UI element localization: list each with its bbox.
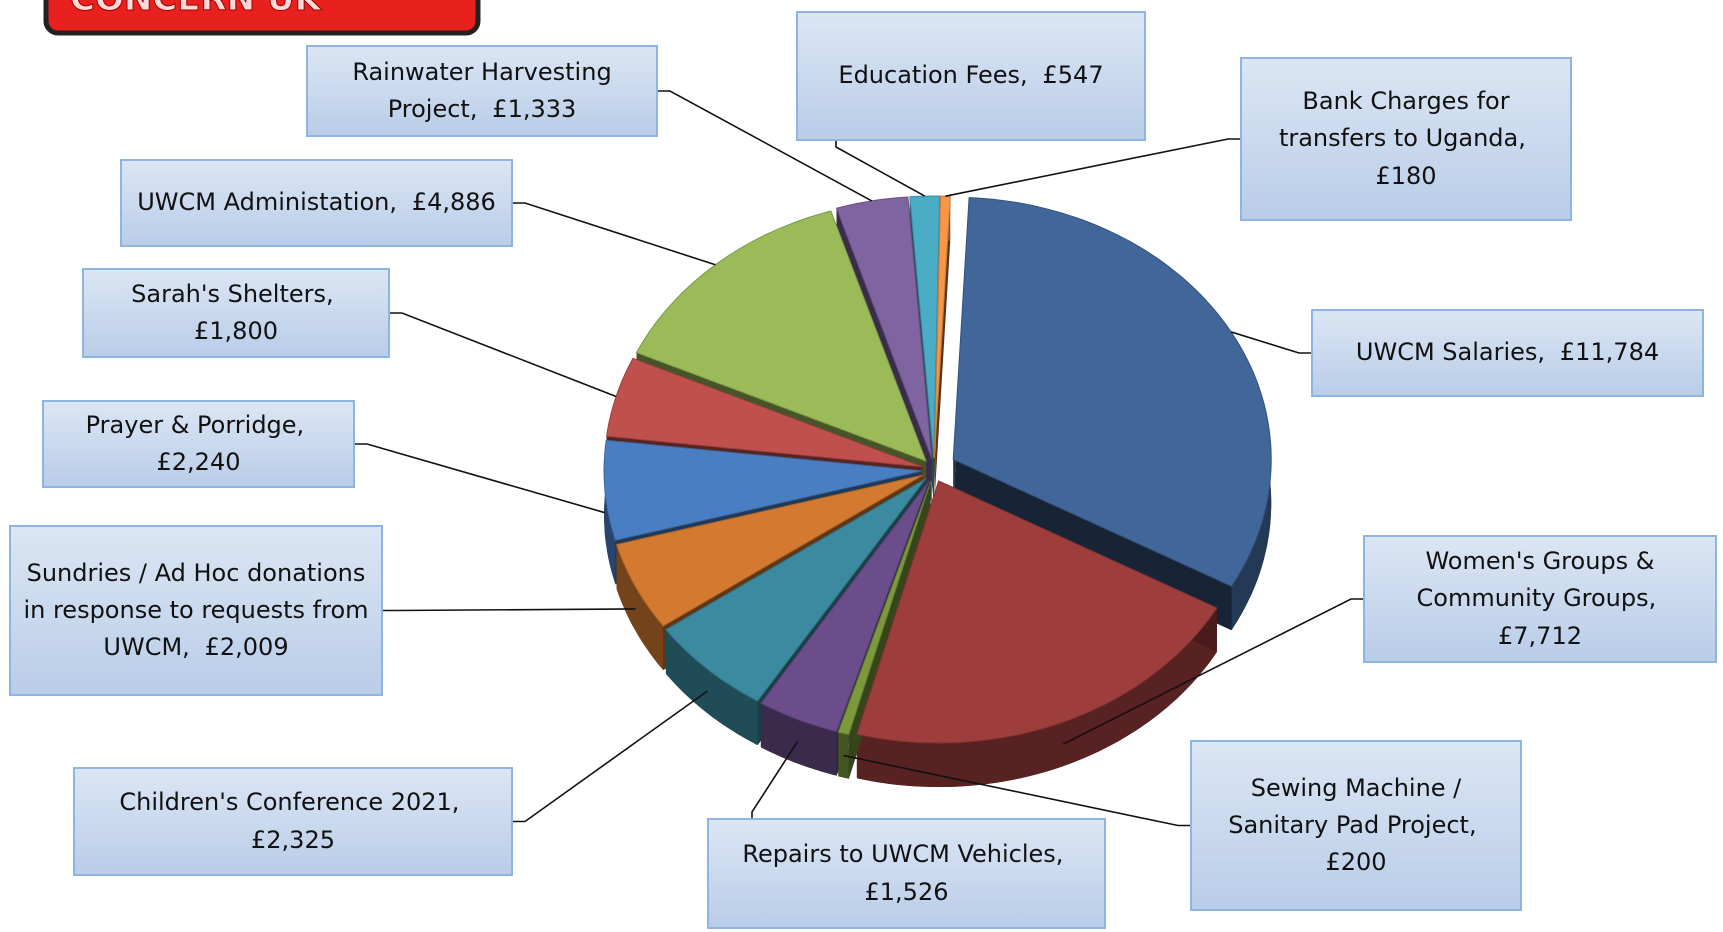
value-label: £1,800 (194, 317, 278, 345)
label-box: Sewing Machine / Sanitary Pad Project, £… (1190, 740, 1522, 911)
category-label: Education Fees, (838, 61, 1028, 90)
slice (856, 480, 1218, 744)
label-text: Women's Groups & Community Groups, £7,71… (1375, 543, 1705, 655)
leader-line (355, 443, 606, 514)
label-text: Sarah's Shelters, £1,800 (94, 276, 378, 350)
label-text: Repairs to UWCM Vehicles, £1,526 (719, 836, 1094, 910)
label-box: UWCM Salaries, £11,784 (1311, 309, 1704, 397)
category-label: Prayer & Porridge, (85, 410, 305, 439)
label-text: Sundries / Ad Hoc donations in response … (21, 555, 371, 667)
label-text: UWCM Administation, £4,886 (137, 184, 496, 221)
label-text: Children's Conference 2021, £2,325 (85, 784, 501, 858)
leader-line (513, 202, 716, 266)
logo-text: CONCERN UK (70, 0, 323, 19)
value-label: £7,712 (1498, 621, 1582, 650)
leader-line (658, 90, 873, 202)
label-text: UWCM Salaries, £11,784 (1356, 334, 1659, 371)
label-text: Rainwater Harvesting Project, £1,333 (318, 54, 646, 128)
value-label: £2,325 (251, 825, 335, 854)
label-box: Children's Conference 2021, £2,325 (73, 767, 513, 876)
slice (909, 195, 941, 459)
logo-box (43, 0, 481, 36)
label-text: Sewing Machine / Sanitary Pad Project, £… (1202, 770, 1510, 882)
slice-wall (856, 607, 1217, 787)
label-box: Repairs to UWCM Vehicles, £1,526 (707, 818, 1106, 929)
slice-wall (604, 440, 616, 585)
category-label: Bank Charges for transfers to Uganda, (1278, 87, 1526, 153)
slice (952, 197, 1272, 587)
value-label: £1,526 (864, 877, 949, 906)
leader-line (945, 138, 1240, 197)
category-label: UWCM Administation, (137, 188, 397, 217)
label-text: Bank Charges for transfers to Uganda, £1… (1252, 83, 1560, 195)
value-label: £180 (1375, 161, 1437, 190)
value-label: £2,009 (204, 633, 289, 662)
label-box: Sarah's Shelters, £1,800 (82, 268, 390, 358)
slice (837, 481, 932, 736)
slice (606, 357, 923, 468)
leader-line (751, 741, 799, 818)
label-box: Education Fees, £547 (796, 11, 1146, 141)
leader-line (513, 690, 708, 823)
value-label: £1,333 (492, 95, 577, 123)
category-label: Sundries / Ad Hoc donations in response … (23, 558, 369, 662)
label-box: Bank Charges for transfers to Uganda, £1… (1240, 57, 1572, 221)
category-label: UWCM Salaries, (1355, 338, 1546, 367)
leader-line (390, 312, 617, 398)
slice-wall (760, 703, 837, 776)
category-label: Rainwater Harvesting Project, (352, 57, 612, 123)
slice (603, 439, 923, 541)
label-box: Prayer & Porridge, £2,240 (42, 400, 355, 488)
leader-line (1062, 598, 1363, 745)
category-label: Sewing Machine / Sanitary Pad Project, (1228, 773, 1477, 839)
value-label: £11,784 (1559, 338, 1660, 367)
leader-line (843, 754, 1190, 827)
leader-line (1230, 331, 1311, 354)
label-text: Education Fees, £547 (838, 57, 1103, 94)
slice-wall (838, 732, 849, 779)
category-label: Women's Groups & Community Groups, (1416, 547, 1657, 613)
leader-line (835, 141, 926, 197)
category-label: Children's Conference 2021, (119, 788, 460, 817)
label-box: Rainwater Harvesting Project, £1,333 (306, 45, 658, 137)
slice-bottom (934, 240, 951, 502)
label-box: UWCM Administation, £4,886 (120, 159, 513, 247)
value-label: £4,886 (411, 188, 496, 217)
category-label: Sarah's Shelters, (131, 279, 334, 308)
leader-line (383, 608, 636, 612)
slice-wall (616, 544, 664, 670)
value-label: £547 (1042, 61, 1104, 90)
label-box: Women's Groups & Community Groups, £7,71… (1363, 535, 1717, 663)
slice (665, 478, 927, 702)
slice (615, 474, 924, 627)
slice-wall (665, 629, 758, 746)
slice (760, 480, 930, 733)
value-label: £2,240 (156, 448, 241, 476)
label-text: Prayer & Porridge, £2,240 (54, 407, 343, 481)
category-label: Repairs to UWCM Vehicles, (742, 840, 1064, 869)
value-label: £200 (1325, 848, 1387, 877)
label-box: Sundries / Ad Hoc donations in response … (9, 525, 383, 696)
